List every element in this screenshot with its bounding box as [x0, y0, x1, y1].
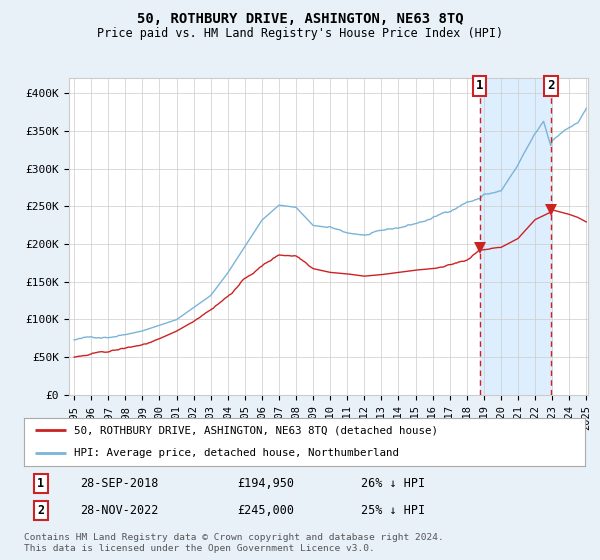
Text: 2: 2 [547, 80, 554, 92]
Text: 25% ↓ HPI: 25% ↓ HPI [361, 504, 425, 517]
Text: 1: 1 [476, 80, 484, 92]
Text: 2: 2 [37, 504, 44, 517]
Text: 28-SEP-2018: 28-SEP-2018 [80, 477, 158, 490]
Text: Price paid vs. HM Land Registry's House Price Index (HPI): Price paid vs. HM Land Registry's House … [97, 27, 503, 40]
Text: 50, ROTHBURY DRIVE, ASHINGTON, NE63 8TQ (detached house): 50, ROTHBURY DRIVE, ASHINGTON, NE63 8TQ … [74, 425, 439, 435]
Text: £194,950: £194,950 [237, 477, 294, 490]
Text: 50, ROTHBURY DRIVE, ASHINGTON, NE63 8TQ: 50, ROTHBURY DRIVE, ASHINGTON, NE63 8TQ [137, 12, 463, 26]
Bar [479, 78, 551, 395]
Text: 26% ↓ HPI: 26% ↓ HPI [361, 477, 425, 490]
Text: £245,000: £245,000 [237, 504, 294, 517]
Text: HPI: Average price, detached house, Northumberland: HPI: Average price, detached house, Nort… [74, 447, 400, 458]
Text: 28-NOV-2022: 28-NOV-2022 [80, 504, 158, 517]
Text: 1: 1 [37, 477, 44, 490]
Text: Contains HM Land Registry data © Crown copyright and database right 2024.
This d: Contains HM Land Registry data © Crown c… [24, 533, 444, 553]
